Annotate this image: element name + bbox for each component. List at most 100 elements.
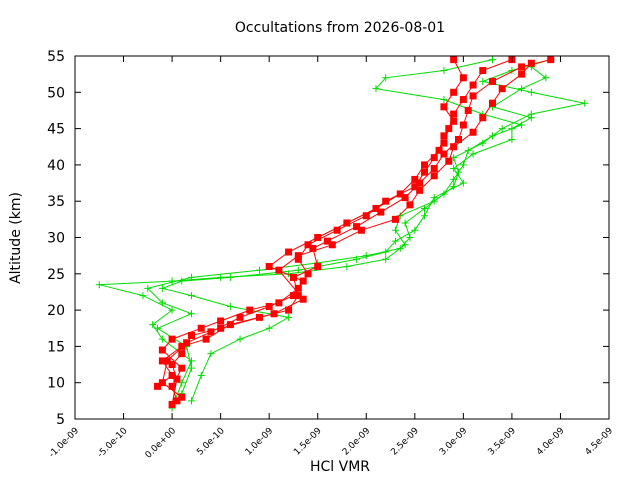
data-point xyxy=(488,99,496,107)
data-point xyxy=(411,226,419,234)
data-point xyxy=(396,190,404,198)
data-point xyxy=(547,56,555,64)
data-point xyxy=(236,335,244,343)
data-point xyxy=(479,114,487,122)
data-point xyxy=(508,135,516,143)
data-point xyxy=(197,371,205,379)
data-point xyxy=(158,357,166,365)
data-point xyxy=(440,150,448,158)
data-point xyxy=(377,208,385,216)
data-point xyxy=(217,317,225,325)
data-point xyxy=(309,244,317,252)
data-point xyxy=(401,194,409,202)
y-axis-label: Altitude (km) xyxy=(8,192,24,284)
data-point xyxy=(168,306,176,314)
data-point xyxy=(488,56,496,64)
data-point xyxy=(479,67,487,75)
data-point xyxy=(178,277,186,285)
data-point xyxy=(459,179,467,187)
data-point xyxy=(382,197,390,205)
data-point xyxy=(421,204,429,212)
data-point xyxy=(382,248,390,256)
data-point xyxy=(362,212,370,220)
data-point xyxy=(158,346,166,354)
data-point xyxy=(518,63,526,71)
data-point xyxy=(527,114,535,122)
data-point xyxy=(183,339,191,347)
data-point xyxy=(508,125,516,133)
x-axis-label: HCl VMR xyxy=(310,459,370,475)
data-point xyxy=(440,67,448,75)
data-point xyxy=(406,201,414,209)
data-point xyxy=(421,212,429,220)
data-point xyxy=(265,324,273,332)
y-tick-label: 25 xyxy=(47,267,65,283)
data-point xyxy=(450,154,458,162)
data-point xyxy=(163,357,171,365)
data-point xyxy=(265,263,273,271)
data-point xyxy=(396,212,404,220)
data-point xyxy=(488,77,496,85)
data-point xyxy=(450,143,458,151)
data-point xyxy=(464,106,472,114)
data-point xyxy=(168,277,176,285)
data-point xyxy=(518,85,526,93)
data-point xyxy=(275,299,283,307)
data-point xyxy=(202,335,210,343)
data-point xyxy=(299,277,307,285)
data-point xyxy=(226,273,234,281)
data-point xyxy=(435,146,443,154)
data-point xyxy=(416,186,424,194)
data-point xyxy=(154,382,162,390)
data-point xyxy=(285,306,293,314)
data-point xyxy=(168,335,176,343)
data-point xyxy=(158,284,166,292)
y-tick-label: 50 xyxy=(47,85,65,101)
data-point xyxy=(396,244,404,252)
data-point xyxy=(440,132,448,140)
x-tick-label: 4.0e-09 xyxy=(535,426,567,458)
data-point xyxy=(255,266,263,274)
plot-frame xyxy=(74,55,610,420)
data-point xyxy=(178,393,186,401)
x-tick-label: 2.0e-09 xyxy=(341,426,373,458)
data-point xyxy=(430,194,438,202)
data-point xyxy=(450,165,458,173)
data-point xyxy=(440,96,448,104)
data-point xyxy=(357,226,365,234)
data-point xyxy=(139,292,147,300)
data-point xyxy=(178,364,186,372)
data-point xyxy=(372,85,380,93)
data-point xyxy=(440,103,448,111)
data-point xyxy=(304,241,312,249)
data-point xyxy=(450,110,458,118)
data-point xyxy=(294,292,302,300)
data-point xyxy=(401,219,409,227)
data-point xyxy=(265,302,273,310)
y-tick-label: 35 xyxy=(47,194,65,210)
y-tick-label: 30 xyxy=(47,231,65,247)
data-point xyxy=(430,172,438,180)
x-tick-label: 4.5e-09 xyxy=(584,426,616,458)
data-point xyxy=(450,56,458,64)
profile-line xyxy=(99,59,585,409)
data-point xyxy=(304,270,312,278)
data-point xyxy=(285,248,293,256)
data-point xyxy=(479,77,487,85)
data-point xyxy=(217,273,225,281)
data-point xyxy=(285,313,293,321)
y-tick-label: 10 xyxy=(47,376,65,392)
data-point xyxy=(343,219,351,227)
data-point xyxy=(275,266,283,274)
data-point xyxy=(469,128,477,136)
data-point xyxy=(236,313,244,321)
data-point xyxy=(294,252,302,260)
data-point xyxy=(154,324,162,332)
y-tick-label: 15 xyxy=(47,339,65,355)
data-point xyxy=(343,263,351,271)
data-point xyxy=(168,371,176,379)
data-point xyxy=(188,357,196,365)
data-point xyxy=(323,237,331,245)
data-point xyxy=(289,292,297,300)
data-point xyxy=(469,150,477,158)
